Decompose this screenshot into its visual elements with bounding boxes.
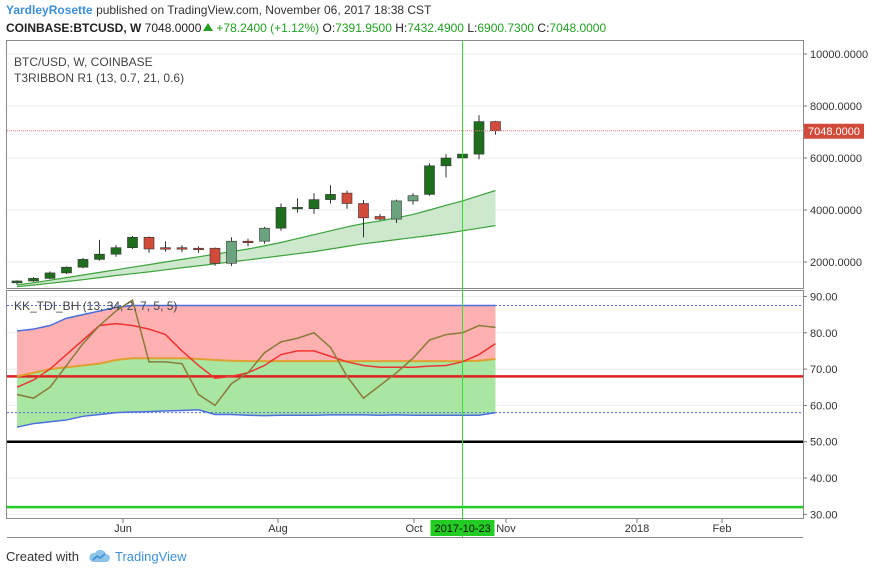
candle-body	[28, 278, 39, 282]
tdi-title: KK_TDI_BH (13, 34, 2, 7, 5, 5)	[14, 299, 177, 313]
time-tick-label: 2018	[625, 523, 649, 535]
candle-body	[308, 199, 320, 210]
tdi-lines	[16, 298, 496, 428]
price-title: BTC/USD, W, COINBASE	[14, 55, 153, 69]
time-tick-label: Nov	[496, 523, 516, 535]
candle-body	[424, 165, 435, 195]
candle-body	[341, 192, 353, 204]
open-label: O:	[322, 21, 336, 35]
candle-body	[61, 266, 72, 274]
tdi-series-line	[16, 304, 496, 332]
candle-body	[44, 272, 56, 279]
publish-header: YardleyRosette published on TradingView.…	[6, 2, 431, 19]
candle-body	[209, 247, 221, 264]
candle-body	[374, 216, 386, 220]
tdi-series-line	[16, 357, 496, 378]
up-arrow-icon	[203, 23, 214, 31]
time-tick-label: Oct	[405, 523, 422, 535]
candle-body	[292, 207, 303, 210]
tdi-upper-zone	[17, 305, 496, 377]
open-value: 7391.9500	[335, 21, 392, 35]
high-value: 7432.4900	[407, 21, 464, 35]
low-label: L:	[467, 21, 478, 35]
ribbon-indicator-label: T3RIBBON R1 (13, 0.7, 21, 0.6)	[14, 71, 184, 85]
candle-body	[226, 240, 237, 264]
price-tick-label: 6000.0000	[810, 153, 862, 165]
price-change: +78.2400 (+1.12%)	[216, 21, 320, 35]
tdi-tick-label: 90.00	[810, 291, 838, 303]
candle-body	[473, 121, 485, 155]
candle-body	[358, 203, 369, 219]
candles	[11, 115, 501, 285]
time-axis: Jun Aug Oct Nov 2018 Feb	[7, 519, 803, 538]
created-with-text: Created with	[6, 549, 79, 564]
last-price-tag-label: 7048.0000	[808, 126, 860, 138]
tradingview-cloud-icon	[89, 549, 110, 562]
candle-body	[143, 237, 155, 250]
ribbon-lower-line	[16, 225, 496, 288]
tdi-axis: 30.00 40.00 50.00 60.00 70.00 80.00 90.00	[803, 291, 838, 521]
candle-body	[11, 280, 23, 284]
candle-body	[259, 227, 270, 242]
tdi-tick-label: 80.00	[810, 328, 838, 340]
candle-body	[490, 121, 501, 132]
tdi-tick-label: 40.00	[810, 473, 838, 485]
candle-body	[77, 259, 89, 268]
footer: Created with TradingView	[6, 548, 187, 564]
candle-body	[325, 194, 336, 200]
price-grid	[7, 53, 803, 263]
candle-body	[407, 195, 419, 202]
candle-body	[160, 247, 171, 250]
candle-body	[127, 237, 138, 249]
price-tick-label: 8000.0000	[810, 101, 862, 113]
t3-ribbon	[16, 189, 496, 288]
cursor-date-label: 2017-10-23	[435, 523, 491, 535]
tdi-series-line	[16, 409, 496, 428]
price-pane[interactable]	[6, 40, 804, 289]
candle-body	[275, 207, 287, 229]
ribbon-fill	[17, 190, 496, 287]
close-label: C:	[537, 21, 550, 35]
price-tick-label: 10000.0000	[810, 49, 868, 61]
candle-body	[94, 253, 105, 260]
tdi-series-line	[16, 298, 496, 407]
published-text: published on TradingView.com, November 0…	[96, 3, 432, 17]
price-tick-label: 4000.0000	[810, 205, 862, 217]
high-label: H:	[395, 21, 408, 35]
candle-body	[176, 247, 188, 250]
tradingview-brand[interactable]: TradingView	[114, 549, 187, 564]
candle-body	[440, 157, 452, 167]
candle-body	[242, 240, 254, 243]
time-tick-label: Jun	[114, 523, 132, 535]
symbol-bar: COINBASE:BTCUSD, W 7048.0000 +78.2400 (+1…	[6, 20, 606, 37]
ribbon-upper-line	[16, 189, 496, 286]
time-tick-label: Aug	[268, 523, 288, 535]
tdi-tick-label: 30.00	[810, 509, 838, 521]
candle-body	[391, 200, 402, 220]
candle-body	[193, 247, 204, 251]
tdi-tick-label: 50.00	[810, 437, 838, 449]
price-tick-label: 2000.0000	[810, 257, 862, 269]
price-axis: 2000.0000 4000.0000 6000.0000 8000.0000 1000…	[803, 49, 868, 269]
tdi-tick-label: 60.00	[810, 400, 838, 412]
low-value: 6900.7300	[477, 21, 535, 35]
time-tick-label: Feb	[713, 523, 732, 535]
author-name[interactable]: YardleyRosette	[6, 3, 93, 17]
candle-body	[110, 247, 122, 255]
tdi-tick-label: 70.00	[810, 364, 838, 376]
last-price: 7048.0000	[144, 21, 202, 35]
cursor-date-tag	[430, 520, 495, 536]
symbol-name: COINBASE:BTCUSD, W	[6, 21, 142, 35]
close-value: 7048.0000	[549, 21, 607, 35]
last-price-tag	[804, 123, 864, 139]
